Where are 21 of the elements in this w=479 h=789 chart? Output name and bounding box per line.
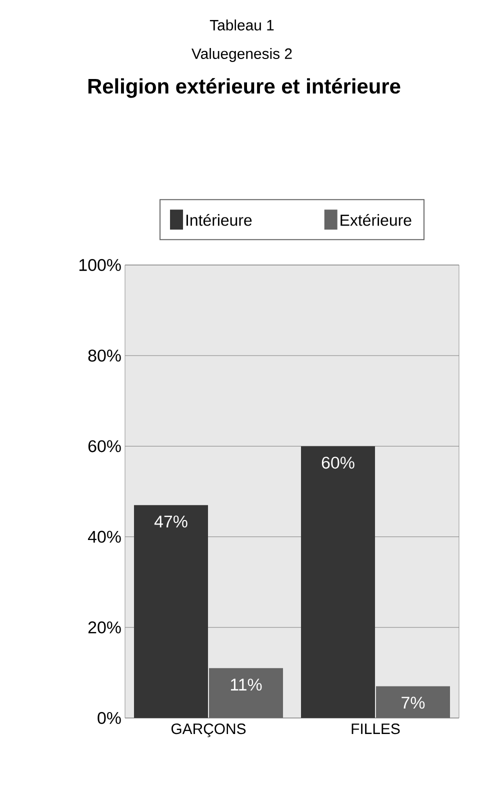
chart-title: Religion extérieure et intérieure	[88, 78, 400, 98]
y-tick-label: 80%	[88, 350, 121, 362]
data-label: 47%	[154, 516, 188, 528]
data-label: 11%	[230, 678, 262, 691]
y-tick-label: 40%	[88, 530, 121, 543]
legend-label: Intérieure	[186, 214, 252, 226]
y-tick-label: 20%	[88, 621, 121, 634]
data-label: 7%	[402, 696, 425, 709]
y-tick-label: 0%	[98, 712, 121, 724]
legend-label: Extérieure	[340, 214, 412, 226]
bar	[134, 505, 208, 718]
text: Valuegenesis 2	[192, 48, 292, 62]
x-tick-label: FILLES	[352, 724, 400, 734]
y-tick-label: 100%	[79, 258, 121, 271]
x-tick-label: GARÇONS	[171, 724, 246, 738]
bar	[376, 686, 450, 718]
data-label: 60%	[322, 456, 354, 469]
bar	[209, 668, 284, 718]
bar	[301, 446, 376, 718]
text: Tableau 1	[210, 20, 274, 30]
y-tick-label: 60%	[88, 440, 121, 452]
